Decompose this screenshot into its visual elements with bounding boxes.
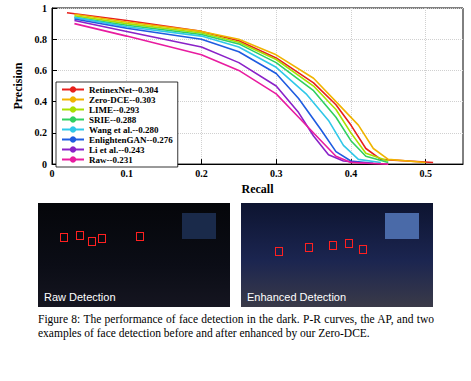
svg-text:LIME--0.293: LIME--0.293 (89, 105, 140, 115)
svg-text:Li et al.--0.243: Li et al.--0.243 (89, 145, 145, 155)
svg-text:SRIE--0.288: SRIE--0.288 (89, 115, 137, 125)
svg-text:0.2: 0.2 (195, 168, 208, 179)
svg-text:Wang et al.--0.280: Wang et al.--0.280 (89, 125, 159, 135)
svg-text:Raw--0.231: Raw--0.231 (89, 155, 133, 165)
svg-text:0: 0 (42, 159, 47, 170)
svg-text:0.2: 0.2 (35, 127, 48, 138)
svg-text:EnlightenGAN--0.276: EnlightenGAN--0.276 (89, 135, 173, 145)
html-text:Figure 8: The performance of f: Figure 8: The performance of face detect… (38, 313, 434, 339)
svg-text:1: 1 (42, 3, 47, 14)
svg-text:0.8: 0.8 (35, 34, 48, 45)
html-text:Enhanced Detection: Enhanced Detection (247, 291, 347, 303)
html-text:Raw Detection: Raw Detection (44, 291, 116, 303)
svg-text:Precision: Precision (11, 62, 25, 109)
svg-text:0.4: 0.4 (345, 168, 358, 179)
svg-text:0.3: 0.3 (270, 168, 283, 179)
svg-text:0: 0 (50, 168, 55, 179)
svg-text:Recall: Recall (242, 182, 275, 196)
svg-text:0.5: 0.5 (419, 168, 432, 179)
svg-text:Zero-DCE--0.303: Zero-DCE--0.303 (89, 95, 156, 105)
svg-text:0.6: 0.6 (35, 65, 48, 76)
svg-text:0.4: 0.4 (35, 96, 48, 107)
svg-text:0.1: 0.1 (120, 168, 132, 179)
svg-text:RetinexNet--0.304: RetinexNet--0.304 (89, 85, 159, 95)
